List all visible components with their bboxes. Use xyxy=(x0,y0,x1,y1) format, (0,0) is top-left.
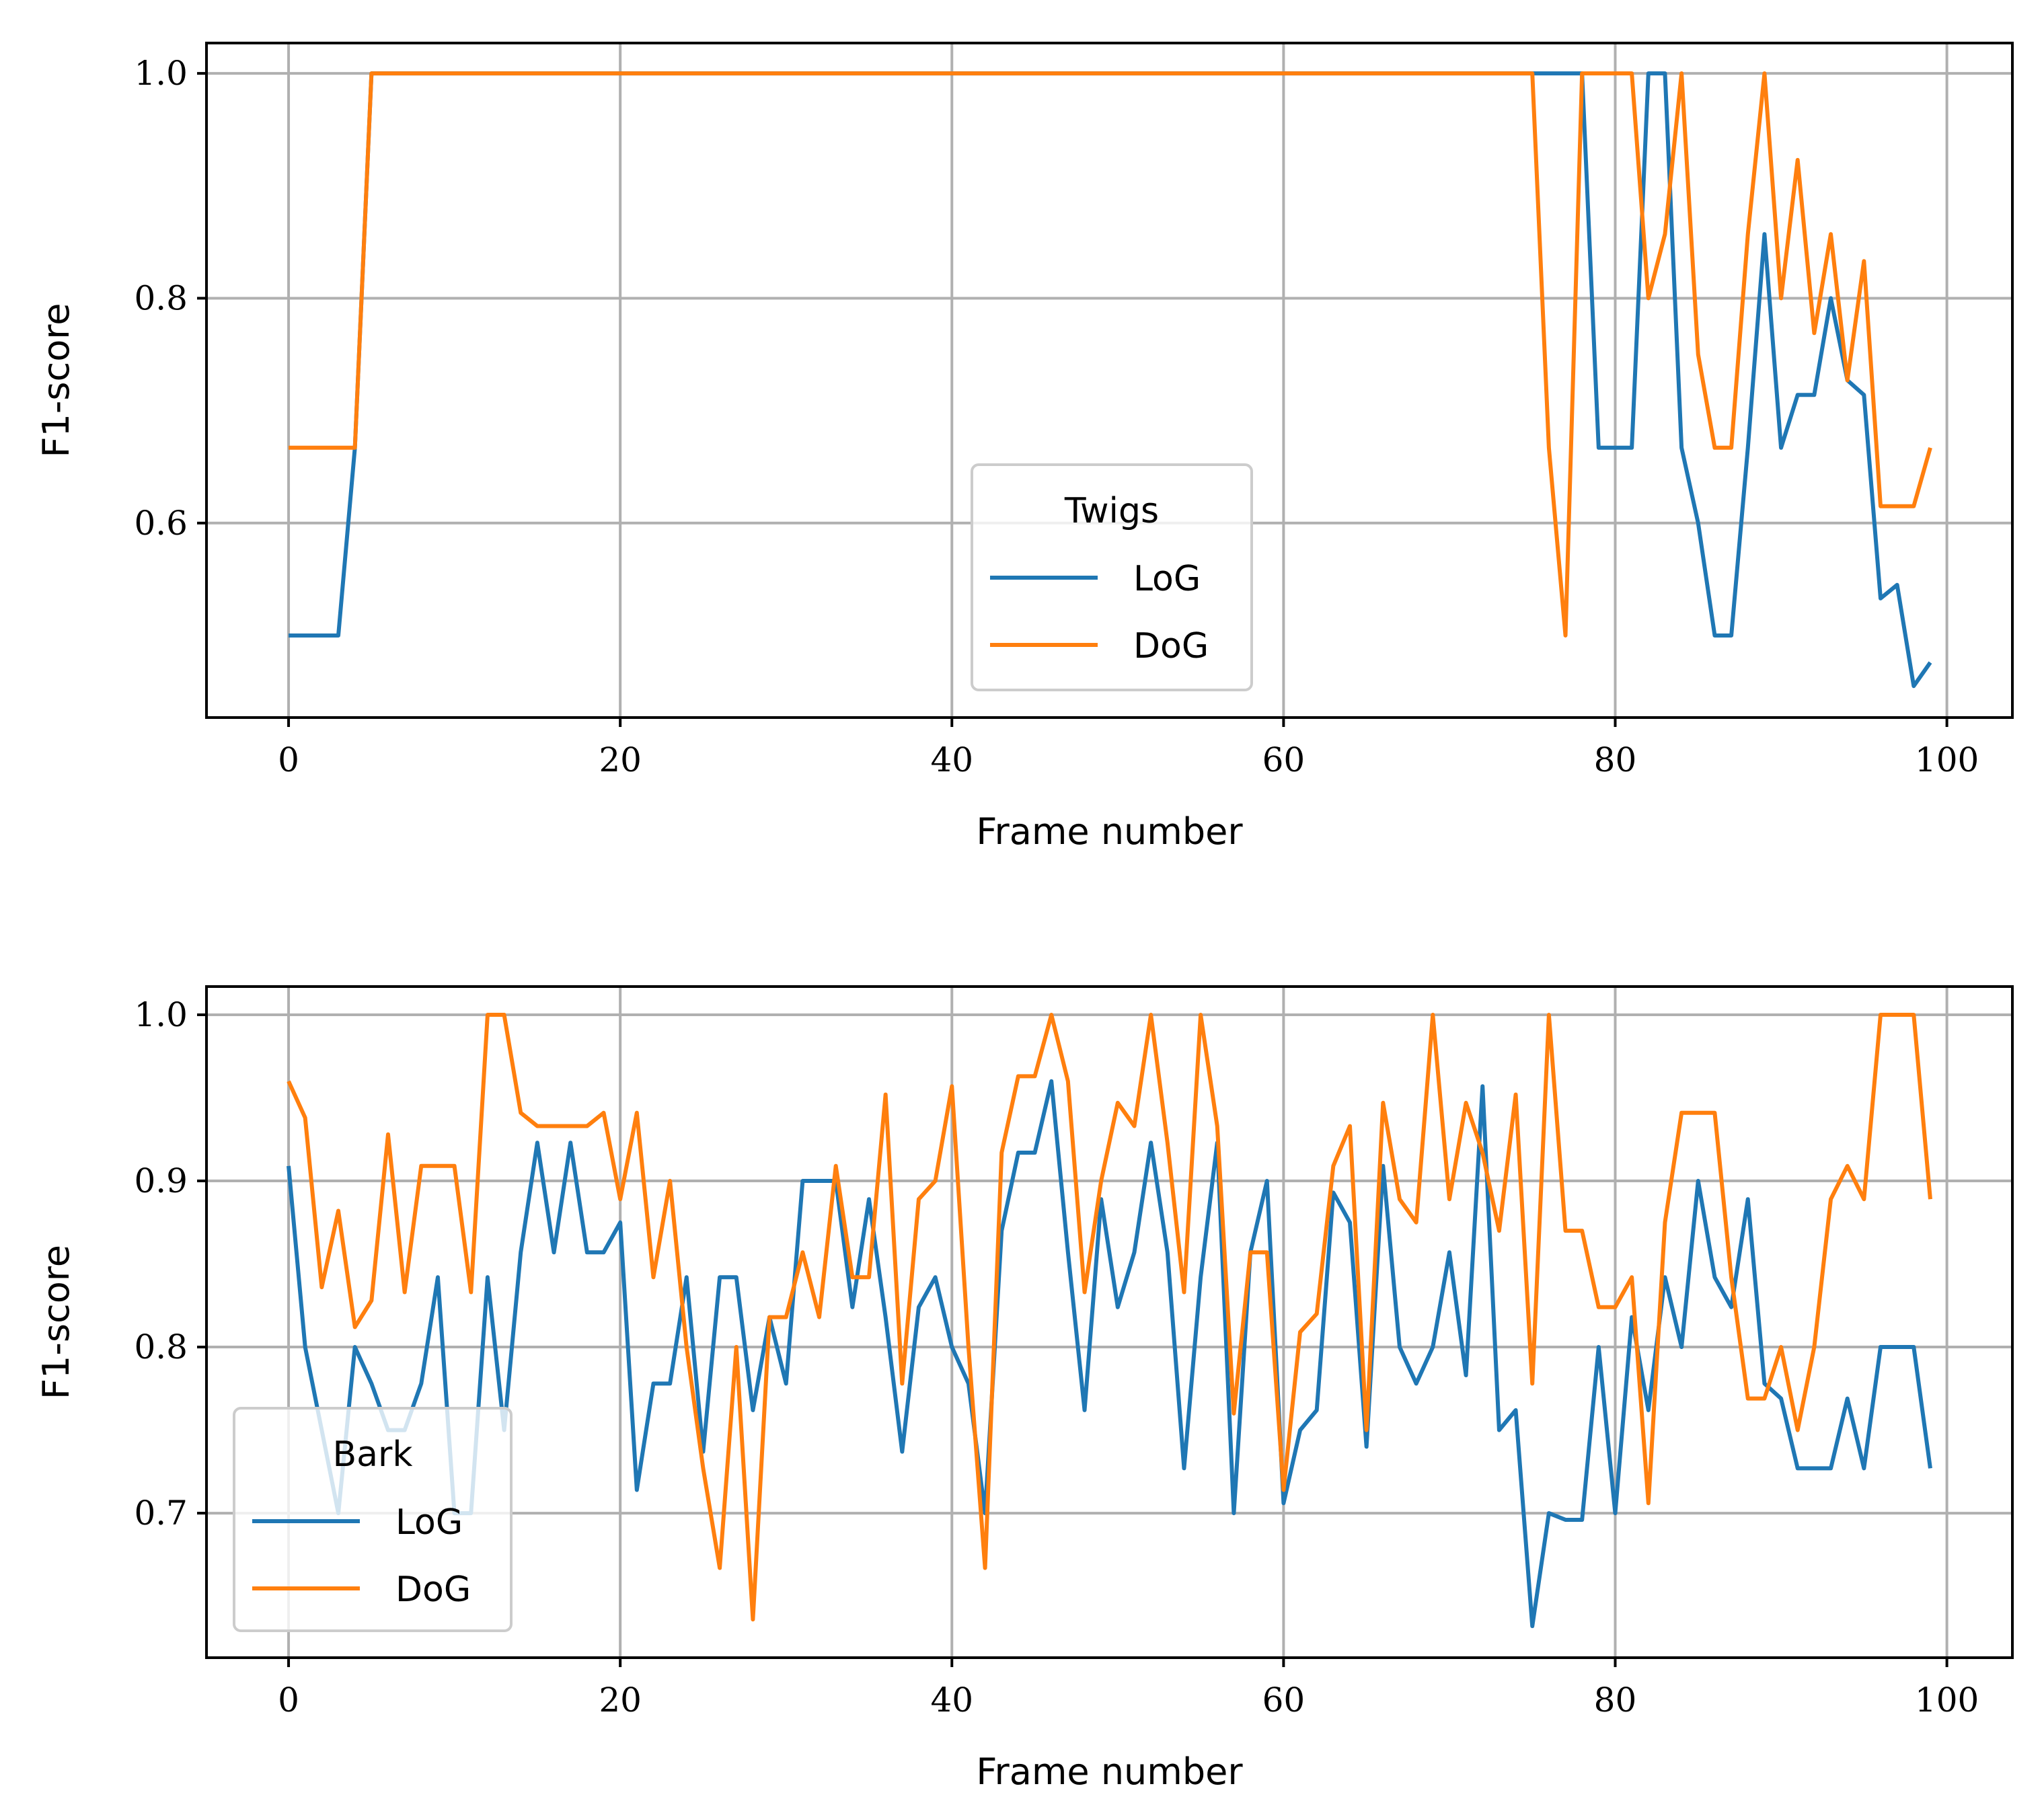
x-tick-label: 80 xyxy=(1594,740,1637,779)
legend-label-log: LoG xyxy=(395,1502,463,1543)
x-tick-label: 100 xyxy=(1915,1681,1979,1720)
axes-frame xyxy=(205,985,2014,1659)
y-tick-label: 1.0 xyxy=(134,995,188,1034)
legend-label-dog: DoG xyxy=(1133,626,1209,666)
x-tick-label: 60 xyxy=(1262,1681,1305,1720)
y-axis-label: F1-score xyxy=(35,303,77,457)
y-tick-label: 1.0 xyxy=(134,54,188,93)
x-tick-label: 100 xyxy=(1915,740,1979,779)
y-tick-label: 0.8 xyxy=(134,278,188,317)
x-tick-label: 60 xyxy=(1262,740,1305,779)
y-tick-label: 0.9 xyxy=(134,1161,188,1200)
series-line-dog xyxy=(289,71,1932,638)
x-axis-label: Frame number xyxy=(976,810,1243,853)
x-tick-label: 80 xyxy=(1594,1681,1637,1720)
x-tick-label: 20 xyxy=(599,740,642,779)
legend-title: Bark xyxy=(332,1434,412,1475)
x-tick-label: 40 xyxy=(930,740,973,779)
y-tick-label: 0.6 xyxy=(134,504,188,543)
chart-panel-2: 0 20 40 60 80 100 0.7 0.8 0.9 1.0 Frame number F1-s… xyxy=(35,985,2014,1793)
x-axis-label: Frame number xyxy=(976,1750,1243,1793)
legend-label-log: LoG xyxy=(1133,559,1201,599)
x-tick-label: 40 xyxy=(930,1681,973,1720)
x-tick-label: 0 xyxy=(278,1681,299,1720)
y-tick-label: 0.7 xyxy=(134,1494,188,1533)
axes-frame xyxy=(205,42,2014,719)
legend-box xyxy=(971,463,1253,691)
y-axis-label: F1-score xyxy=(35,1245,77,1399)
legend-label-dog: DoG xyxy=(395,1570,471,1610)
legend: Bark LoG DoG xyxy=(233,1407,513,1632)
legend: Twigs LoG DoG xyxy=(971,463,1253,691)
x-tick-label: 20 xyxy=(599,1681,642,1720)
legend-title: Twigs xyxy=(1064,491,1159,531)
series-line-dog xyxy=(287,1013,1932,1622)
y-tick-label: 0.8 xyxy=(134,1327,188,1367)
x-tick-label: 0 xyxy=(278,740,299,779)
chart-panel-1: 0 20 40 60 80 100 0.6 0.8 1.0 Frame number F1-scor… xyxy=(35,42,2014,853)
legend-box xyxy=(233,1407,513,1632)
